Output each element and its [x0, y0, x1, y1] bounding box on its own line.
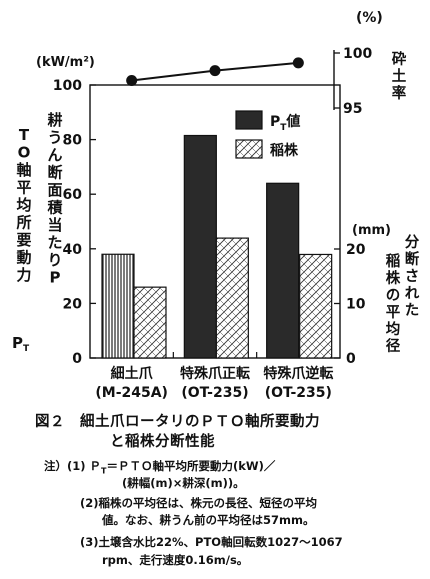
note-3-cont: rpm、走行速度0.16m/s。 — [102, 553, 249, 567]
line-saido-point — [292, 57, 304, 69]
left-axis-title-col1: 耕うん断面積当たり P — [46, 111, 63, 287]
line-saido-point — [126, 75, 138, 86]
figure-title-line2: と稲株分断性能 — [110, 434, 215, 450]
x-category-label: 特殊爪正転 — [180, 365, 250, 382]
x-category-sublabel: (OT-235) — [181, 385, 248, 401]
note-2-cont: 値。なお、耕うん前の平均径は57mm。 — [102, 513, 315, 527]
bar-pt — [183, 134, 217, 359]
bar-ine — [133, 286, 167, 359]
left-tick-label: 20 — [63, 296, 83, 312]
left-tick-label: 0 — [72, 351, 82, 367]
right-axis-title-col1: 分断された — [405, 234, 420, 319]
bar-ine — [299, 253, 333, 359]
bar-ine — [215, 237, 249, 359]
legend-label: PT値 — [270, 113, 300, 133]
x-category-label: 特殊爪逆転 — [263, 365, 333, 382]
left-tick-label: 100 — [53, 78, 82, 94]
top-axis-title: 砕土率 — [392, 50, 407, 102]
left-axis-symbol: P — [12, 334, 23, 352]
left-axis-title-col2: T O 軸平均所要動力 — [16, 126, 31, 284]
legend-swatch — [235, 110, 263, 130]
left-axis-symbol-sub: T — [23, 344, 30, 354]
legend-swatch — [235, 139, 263, 159]
note-3: (3)土壌含水比22%、PTO軸回転数1027～1067 — [80, 535, 343, 549]
left-tick-label: 40 — [63, 242, 83, 258]
figure-title-line1: 図２ 細土爪ロータリのＰＴＯ軸所要動力 — [35, 414, 320, 430]
note-1-prefix: 注）(1) ＰT＝ＰＴＯ軸平均所要動力(kW)／ — [44, 459, 276, 476]
note-1-cont: (耕幅(m)×耕深(m))。 — [122, 476, 245, 490]
right-tick-label: 0 — [346, 351, 356, 367]
x-category-sublabel: (OT-235) — [265, 385, 332, 401]
x-category-sublabel: (M-245A) — [95, 385, 168, 401]
right-axis-unit: (mm) — [352, 223, 391, 238]
top-axis-unit: (%) — [356, 10, 383, 26]
bar-pt — [101, 253, 135, 359]
line-saido-point — [209, 65, 221, 77]
left-axis-unit: (kW/m²) — [36, 55, 95, 70]
left-tick-label: 60 — [63, 187, 83, 203]
right-axis-title-col2: 稲株の平均径 — [386, 252, 401, 355]
top-tick-label: 100 — [343, 46, 372, 62]
x-category-label: 細土爪 — [111, 365, 154, 382]
left-tick-label: 80 — [63, 133, 83, 149]
right-tick-label: 10 — [346, 297, 366, 313]
right-tick-label: 20 — [346, 242, 366, 258]
top-tick-label: 95 — [343, 101, 362, 117]
bar-pt — [266, 182, 300, 359]
note-2: (2)稲株の平均径は、株元の長径、短径の平均 — [80, 496, 318, 510]
legend-label: 稲株 — [270, 142, 299, 159]
